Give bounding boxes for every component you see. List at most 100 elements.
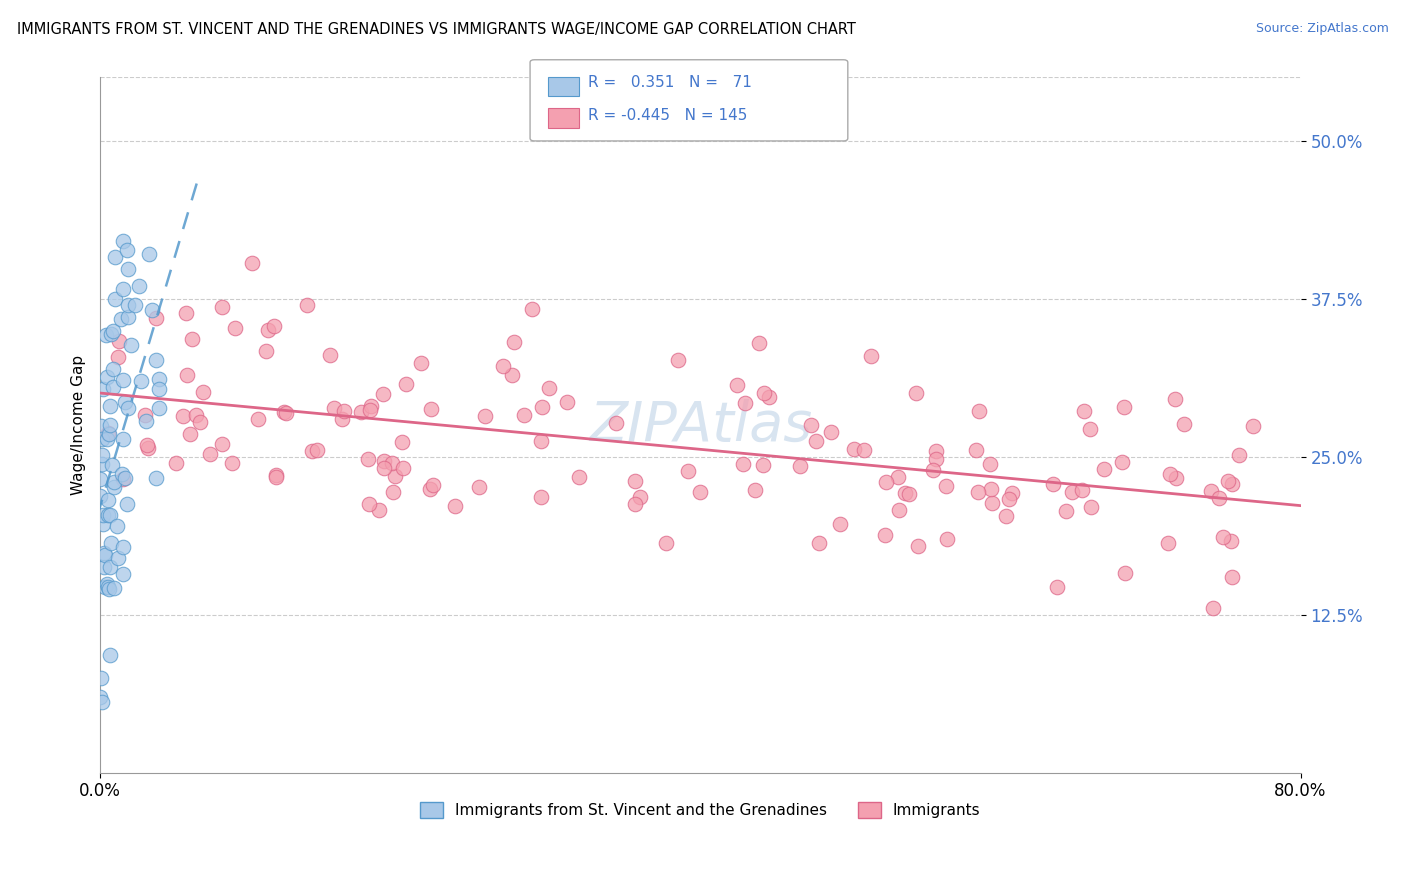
- Text: IMMIGRANTS FROM ST. VINCENT AND THE GRENADINES VS IMMIGRANTS WAGE/INCOME GAP COR: IMMIGRANTS FROM ST. VINCENT AND THE GREN…: [17, 22, 856, 37]
- Point: [936, 532, 959, 546]
- Point: [689, 484, 711, 499]
- Point: [145, 353, 167, 368]
- Point: [240, 255, 263, 269]
- Point: [1241, 418, 1264, 433]
- Point: [1112, 400, 1135, 414]
- Point: [1227, 448, 1250, 462]
- Point: [318, 348, 340, 362]
- Point: [1212, 530, 1234, 544]
- Y-axis label: Wage/Income Gap: Wage/Income Gap: [72, 355, 86, 495]
- Point: [191, 385, 214, 400]
- Point: [1073, 404, 1095, 418]
- Point: [107, 334, 129, 348]
- Point: [124, 298, 146, 312]
- Point: [264, 468, 287, 483]
- Point: [1092, 462, 1115, 476]
- Point: [104, 250, 127, 264]
- Text: ZIPAtlas: ZIPAtlas: [589, 399, 811, 451]
- Point: [789, 459, 811, 474]
- Point: [887, 469, 910, 483]
- Point: [1173, 417, 1195, 431]
- Point: [246, 411, 269, 425]
- Point: [1202, 600, 1225, 615]
- Point: [530, 490, 553, 504]
- Point: [752, 386, 775, 401]
- Point: [136, 438, 159, 452]
- Point: [172, 409, 194, 423]
- Point: [297, 298, 319, 312]
- Point: [965, 442, 987, 457]
- Point: [474, 409, 496, 424]
- Point: [97, 580, 120, 594]
- Point: [1159, 467, 1181, 481]
- Point: [922, 463, 945, 477]
- Point: [112, 234, 135, 248]
- Point: [568, 469, 591, 483]
- Point: [555, 394, 578, 409]
- Text: R =   0.351   N =   71: R = 0.351 N = 71: [588, 75, 752, 89]
- Point: [97, 426, 120, 441]
- Point: [100, 458, 122, 473]
- Point: [443, 499, 465, 513]
- Point: [842, 442, 865, 456]
- Point: [96, 493, 118, 508]
- Point: [359, 403, 381, 417]
- Point: [103, 380, 125, 394]
- Point: [257, 322, 280, 336]
- Point: [925, 444, 948, 458]
- Point: [148, 372, 170, 386]
- Point: [501, 368, 523, 382]
- Point: [350, 404, 373, 418]
- Point: [905, 385, 928, 400]
- Point: [907, 539, 929, 553]
- Point: [94, 327, 117, 342]
- Point: [744, 483, 766, 498]
- Point: [91, 516, 114, 531]
- Point: [93, 559, 115, 574]
- Point: [273, 405, 295, 419]
- Point: [135, 415, 157, 429]
- Point: [115, 497, 138, 511]
- Point: [1216, 474, 1239, 488]
- Point: [605, 416, 627, 430]
- Point: [107, 551, 129, 566]
- Point: [894, 485, 917, 500]
- Point: [174, 306, 197, 320]
- Point: [994, 508, 1017, 523]
- Point: [145, 471, 167, 485]
- Point: [384, 469, 406, 483]
- Point: [357, 451, 380, 466]
- Point: [1222, 476, 1244, 491]
- Point: [624, 474, 647, 488]
- Point: [808, 536, 831, 550]
- Point: [1164, 471, 1187, 485]
- Point: [138, 247, 160, 261]
- Point: [117, 401, 139, 415]
- Point: [98, 648, 121, 662]
- Point: [330, 411, 353, 425]
- Point: [96, 577, 118, 591]
- Point: [188, 415, 211, 429]
- Point: [104, 292, 127, 306]
- Point: [1060, 484, 1083, 499]
- Point: [924, 452, 946, 467]
- Point: [103, 475, 125, 489]
- Point: [264, 470, 287, 484]
- Point: [93, 508, 115, 523]
- Point: [373, 454, 395, 468]
- Point: [852, 443, 875, 458]
- Point: [1078, 422, 1101, 436]
- Point: [97, 508, 120, 522]
- Point: [666, 353, 689, 368]
- Point: [734, 396, 756, 410]
- Point: [134, 408, 156, 422]
- Point: [382, 485, 405, 500]
- Point: [748, 336, 770, 351]
- Point: [263, 319, 285, 334]
- Point: [115, 243, 138, 257]
- Point: [131, 374, 153, 388]
- Point: [148, 383, 170, 397]
- Point: [90, 433, 112, 447]
- Point: [1114, 566, 1136, 580]
- Point: [727, 378, 749, 392]
